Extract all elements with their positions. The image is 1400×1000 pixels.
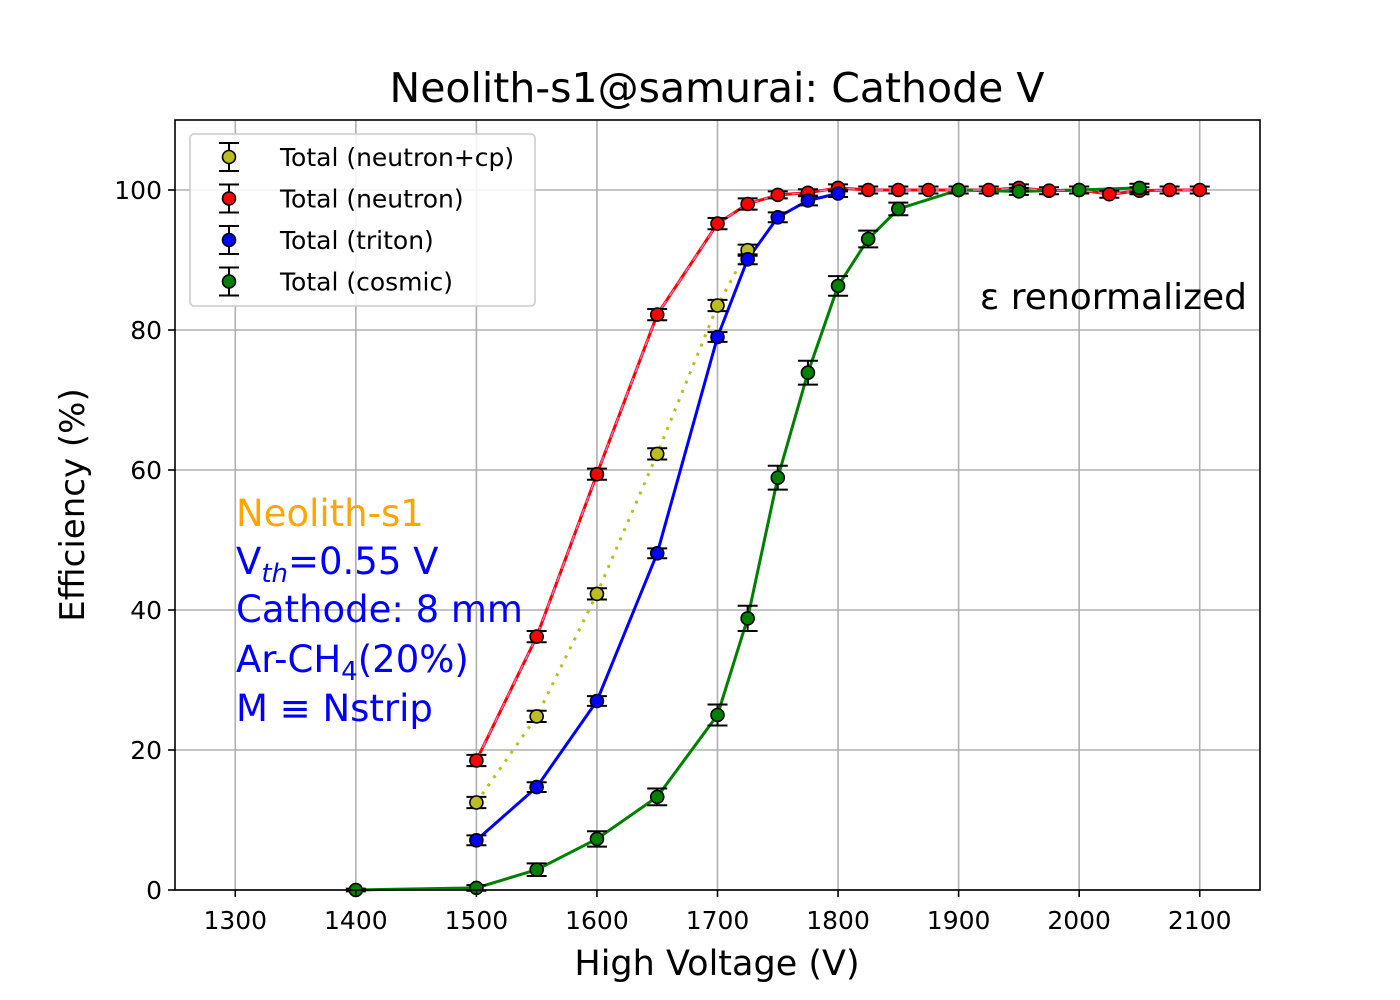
data-point xyxy=(888,182,909,198)
legend-label: Total (triton) xyxy=(279,226,434,255)
legend-label: Total (cosmic) xyxy=(279,268,453,297)
gas-annotation: Ar-CH4(20%) xyxy=(236,638,469,687)
legend-label: Total (neutron+cp) xyxy=(279,143,514,172)
axis-ticks: 1300 1400 1500 1600 1700 1800 1900 2000 2100 0 20 4… xyxy=(114,176,1231,935)
y-tick-label: 100 xyxy=(114,176,162,205)
data-point xyxy=(1159,182,1180,198)
multiplicity-annotation: M ≡ Nstrip xyxy=(236,687,433,730)
data-point xyxy=(707,298,728,313)
y-tick-label: 20 xyxy=(130,736,162,765)
data-point xyxy=(466,832,487,848)
x-tick-label: 1500 xyxy=(445,906,509,935)
cathode-annotation: Cathode: 8 mm xyxy=(236,588,523,631)
data-point xyxy=(526,779,547,795)
series-line-0 xyxy=(475,249,749,804)
data-point xyxy=(858,229,879,249)
legend-entry: Total (triton) xyxy=(219,225,434,255)
y-axis-label: Efficiency (%) xyxy=(53,388,93,621)
data-point xyxy=(978,182,999,198)
y-tick-label: 60 xyxy=(130,456,162,485)
data-point xyxy=(918,182,939,198)
data-point xyxy=(586,693,607,709)
data-point xyxy=(526,709,547,724)
gas-main: Ar-CH xyxy=(236,638,341,681)
data-point xyxy=(647,787,668,807)
series-line-overlay xyxy=(475,187,1200,761)
x-axis-label: High Voltage (V) xyxy=(574,944,859,984)
data-point xyxy=(737,251,758,267)
data-point xyxy=(466,795,487,810)
data-point xyxy=(647,446,668,462)
data-point xyxy=(767,210,788,225)
x-tick-label: 1300 xyxy=(203,906,267,935)
data-point xyxy=(1129,180,1150,196)
x-tick-label: 1400 xyxy=(324,906,388,935)
data-point xyxy=(1039,183,1060,198)
threshold-main: V xyxy=(236,540,261,583)
data-point xyxy=(1189,182,1210,198)
data-point xyxy=(707,216,728,231)
gas-subscript: 4 xyxy=(341,657,358,687)
data-point xyxy=(586,830,607,848)
data-point xyxy=(797,193,818,208)
x-tick-label: 1800 xyxy=(806,906,870,935)
data-point xyxy=(767,464,788,491)
data-point xyxy=(526,629,547,644)
legend-entry: Total (neutron) xyxy=(219,183,464,214)
y-tick-label: 80 xyxy=(130,316,162,345)
data-point xyxy=(948,182,969,198)
chart-title: Neolith-s1@samurai: Cathode V xyxy=(390,64,1045,112)
legend-label: Total (neutron) xyxy=(279,185,464,214)
y-tick-label: 0 xyxy=(146,876,162,905)
gas-rest: (20%) xyxy=(358,638,469,681)
data-point xyxy=(647,545,668,561)
data-point xyxy=(828,275,849,297)
data-point xyxy=(737,196,758,212)
data-point xyxy=(737,604,758,632)
data-point xyxy=(828,186,849,201)
data-point xyxy=(586,586,607,602)
x-tick-label: 2000 xyxy=(1047,906,1111,935)
data-point xyxy=(647,307,668,322)
data-point xyxy=(526,862,547,878)
data-point xyxy=(1008,184,1029,199)
data-point xyxy=(707,703,728,727)
y-tick-label: 40 xyxy=(130,596,162,625)
data-point xyxy=(888,201,909,217)
data-point xyxy=(707,329,728,345)
x-tick-label: 1700 xyxy=(686,906,750,935)
x-tick-label: 1600 xyxy=(565,906,629,935)
threshold-subscript: th xyxy=(261,559,288,589)
legend-entry: Total (neutron+cp) xyxy=(219,142,514,172)
data-point xyxy=(586,466,607,482)
legend-box xyxy=(189,133,536,307)
data-point xyxy=(858,182,879,198)
data-point xyxy=(1099,186,1120,202)
threshold-value: =0.55 V xyxy=(288,540,438,583)
data-point xyxy=(767,187,788,203)
x-tick-label: 1900 xyxy=(927,906,991,935)
threshold-annotation: Vth=0.55 V xyxy=(236,540,438,589)
x-tick-label: 2100 xyxy=(1168,906,1232,935)
legend: Total (neutron+cp) Total (neutron) Total (… xyxy=(189,133,536,307)
data-point xyxy=(1069,182,1090,198)
data-point xyxy=(466,753,487,768)
legend-entry: Total (cosmic) xyxy=(219,266,453,297)
renormalized-annotation: ε renormalized xyxy=(980,277,1247,318)
series-points xyxy=(345,180,1210,898)
detector-annotation: Neolith-s1 xyxy=(236,492,424,535)
data-point xyxy=(797,359,818,386)
